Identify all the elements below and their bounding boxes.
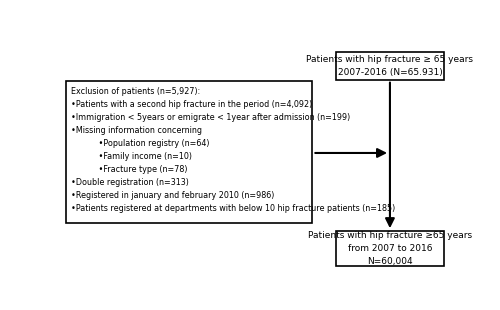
FancyBboxPatch shape <box>66 81 312 224</box>
Text: •Registered in january and february 2010 (n=986): •Registered in january and february 2010… <box>71 191 274 200</box>
Text: •Family income (n=10): •Family income (n=10) <box>71 153 192 162</box>
Text: •Fracture type (n=78): •Fracture type (n=78) <box>71 165 188 175</box>
Text: •Patients registered at departments with below 10 hip fracture patients (n=185): •Patients registered at departments with… <box>71 204 396 213</box>
Text: •Population registry (n=64): •Population registry (n=64) <box>71 140 210 148</box>
Text: Patients with hip fracture ≥ 65 years
2007-2016 (N=65.931): Patients with hip fracture ≥ 65 years 20… <box>306 55 474 77</box>
Text: Patients with hip fracture ≥65 years
from 2007 to 2016
N=60,004: Patients with hip fracture ≥65 years fro… <box>308 231 472 266</box>
Text: •Double registration (n=313): •Double registration (n=313) <box>71 178 189 187</box>
Text: •Immigration < 5years or emigrate < 1year after admission (n=199): •Immigration < 5years or emigrate < 1yea… <box>71 113 350 122</box>
Text: •Missing information concerning: •Missing information concerning <box>71 126 202 135</box>
Text: •Patients with a second hip fracture in the period (n=4,092): •Patients with a second hip fracture in … <box>71 100 312 109</box>
Text: Exclusion of patients (n=5,927):: Exclusion of patients (n=5,927): <box>71 87 200 96</box>
FancyBboxPatch shape <box>336 52 444 80</box>
FancyBboxPatch shape <box>336 231 444 266</box>
